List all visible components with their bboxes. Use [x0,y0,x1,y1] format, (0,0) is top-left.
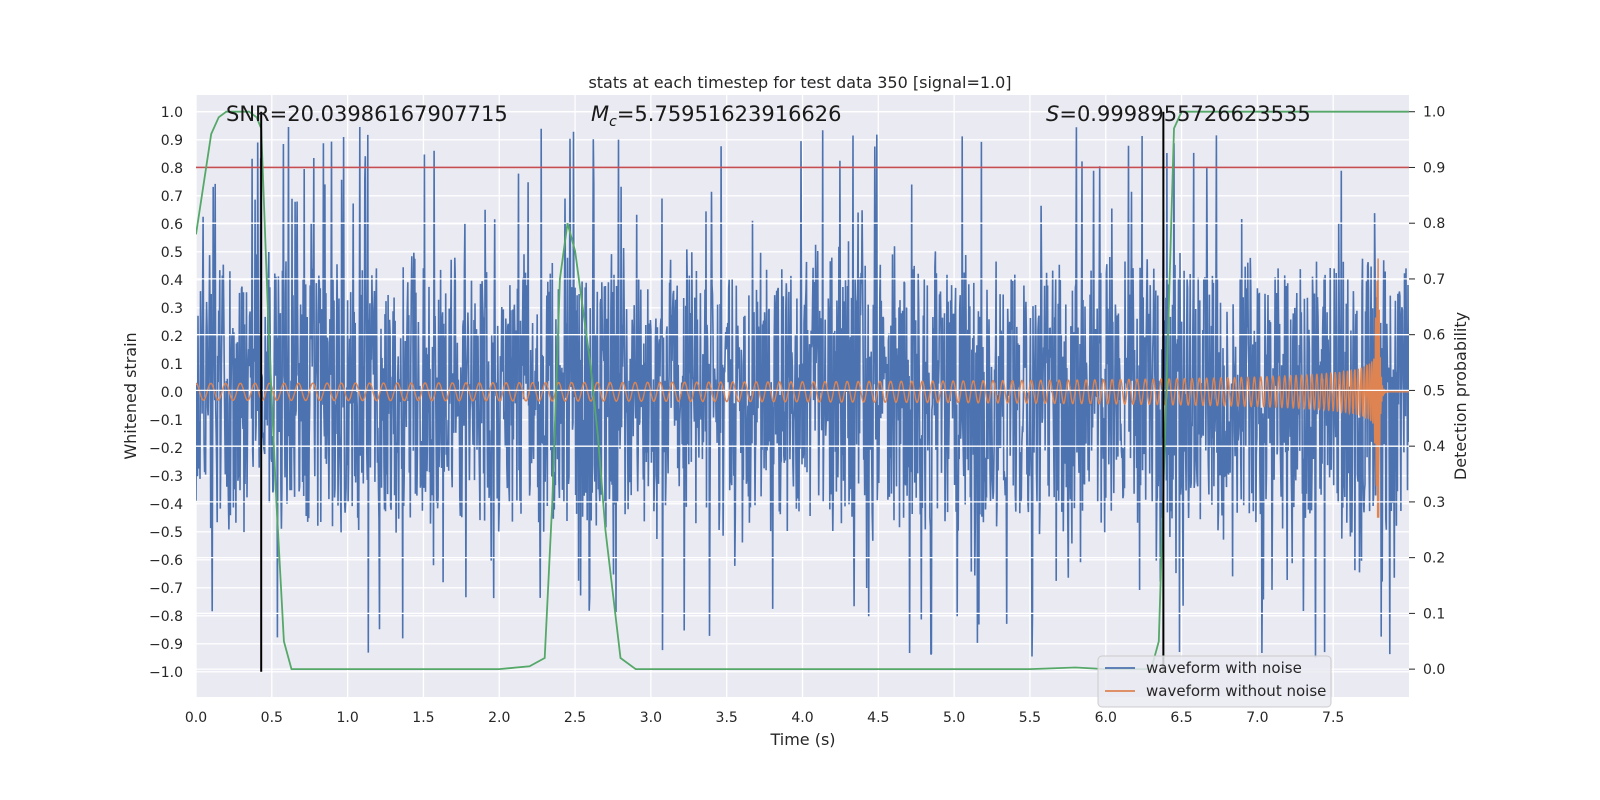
y-tick-label: −0.5 [149,525,183,541]
y2-tick-label: 0.9 [1423,160,1445,176]
legend-label-noise: waveform with noise [1146,659,1302,677]
x-axis-label: Time (s) [769,730,835,749]
legend-label-clean: waveform without noise [1146,682,1326,700]
y-tick-label: −0.3 [149,469,183,485]
y-tick-labels: 1.0 0.9 0.8 0.7 0.6 0.5 0.4 0.3 0.2 0.1 0.0 −0.1 −0.… [149,105,183,681]
y-tick-label: 0.0 [161,385,183,401]
s-symbol: S [1046,102,1059,126]
y2-tick-label: 0.3 [1423,495,1445,511]
score-annotation: S=0.9998955726623535 [1046,102,1311,126]
x-tick-label: 2.0 [488,710,510,726]
y-tick-label: −1.0 [149,665,183,681]
y-tick-label: 0.8 [161,161,183,177]
y2-tick-labels: 1.0 0.9 0.8 0.7 0.6 0.5 0.4 0.3 0.2 0.1 0.0 [1409,105,1445,678]
chirp-mass-annotation: Mc=5.75951623916626 [591,102,842,130]
x-tick-label: 6.0 [1095,710,1117,726]
y2-tick-label: 1.0 [1423,105,1445,121]
y-tick-label: 0.4 [161,273,183,289]
mc-symbol: M [591,102,609,126]
series-waveform-without-noise [196,258,1409,518]
snr-annotation: SNR=20.03986167907715 [226,102,508,126]
x-tick-label: 1.5 [412,710,434,726]
y2-tick-label: 0.2 [1423,551,1445,567]
y-tick-label: 0.3 [161,301,183,317]
x-tick-label: 7.5 [1322,710,1344,726]
x-tick-label: 5.0 [943,710,965,726]
x-tick-label: 4.5 [867,710,889,726]
chart-title: stats at each timestep for test data 350… [588,73,1011,92]
y2-tick-label: 0.7 [1423,272,1445,288]
y-tick-label: −0.9 [149,637,183,653]
y-tick-label: 0.9 [161,133,183,149]
y-tick-label: 0.1 [161,357,183,373]
x-tick-label: 2.5 [564,710,586,726]
y-tick-label: −0.8 [149,609,183,625]
x-tick-label: 1.0 [336,710,358,726]
plot-contents [196,110,1409,672]
y-tick-label: 0.7 [161,189,183,205]
mc-value: =5.75951623916626 [617,102,842,126]
y2-tick-label: 0.5 [1423,383,1445,399]
y2-tick-label: 0.8 [1423,216,1445,232]
y-tick-label: 0.6 [161,217,183,233]
x-tick-label: 6.5 [1170,710,1192,726]
mc-subscript: c [609,114,617,130]
y-tick-label: −0.1 [149,413,183,429]
y-tick-label: 0.5 [161,245,183,261]
x-tick-label: 0.0 [185,710,207,726]
x-tick-label: 5.5 [1019,710,1041,726]
y-tick-label: 1.0 [161,105,183,121]
y-tick-label: 0.2 [161,329,183,345]
y-tick-label: −0.4 [149,497,183,513]
y2-tick-label: 0.0 [1423,662,1445,678]
y-tick-label: −0.2 [149,441,183,457]
y-tick-label: −0.6 [149,553,183,569]
y2-tick-label: 0.1 [1423,606,1445,622]
y-axis-label: Whitened strain [121,332,140,459]
y-tick-label: −0.7 [149,581,183,597]
x-tick-label: 4.0 [791,710,813,726]
legend: waveform with noise waveform without noi… [1097,655,1332,708]
y2-tick-label: 0.4 [1423,439,1445,455]
y2-axis-label: Detection probability [1451,312,1470,480]
x-tick-label: 3.0 [640,710,662,726]
x-tick-label: 0.5 [261,710,283,726]
series-detection-probability [196,110,1409,670]
y2-tick-label: 0.6 [1423,328,1445,344]
x-tick-labels: 0.0 0.5 1.0 1.5 2.0 2.5 3.0 3.5 4.0 4.5 5.0 5.5 6.0 6… [185,710,1344,726]
x-tick-label: 7.0 [1246,710,1268,726]
legend-box [1097,655,1332,708]
x-tick-label: 3.5 [716,710,738,726]
s-value: =0.9998955726623535 [1059,102,1310,126]
